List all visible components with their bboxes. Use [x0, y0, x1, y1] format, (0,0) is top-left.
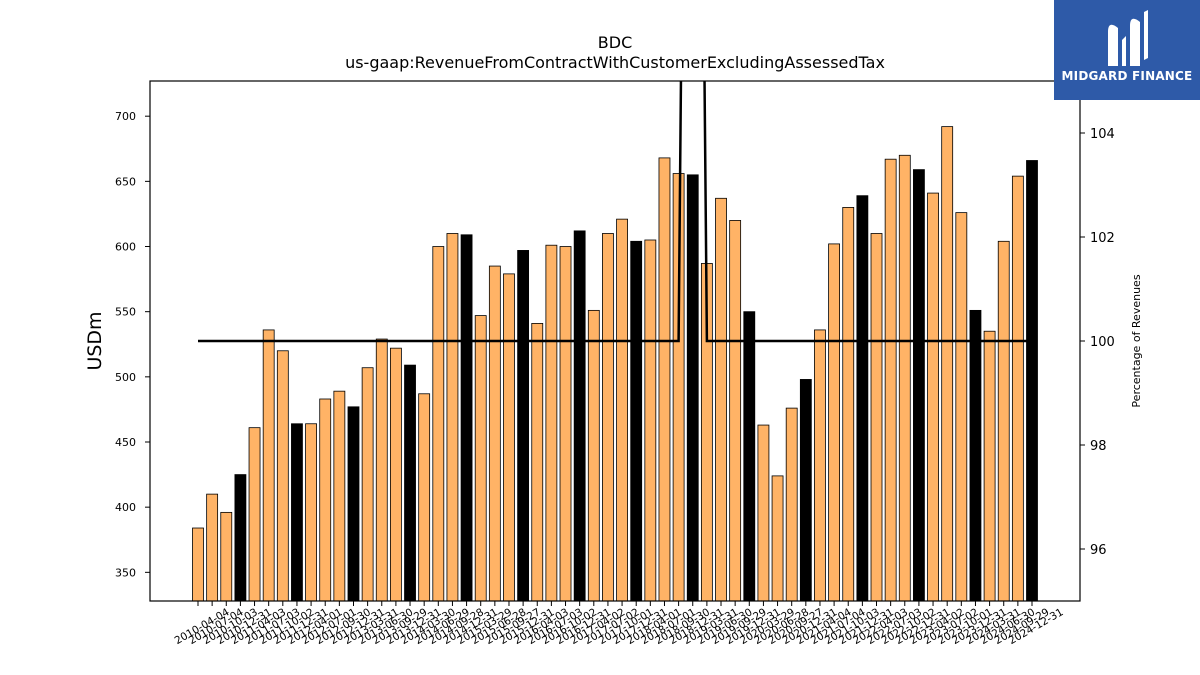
y-axis-label: USDm — [84, 311, 106, 370]
bar — [686, 174, 699, 602]
bar — [785, 407, 798, 602]
bar — [474, 315, 487, 602]
bar — [644, 239, 657, 602]
bar — [715, 197, 727, 602]
bar — [460, 234, 473, 602]
bar — [743, 311, 756, 602]
bar — [630, 240, 643, 602]
bar — [488, 265, 501, 602]
bar — [192, 527, 204, 602]
bar — [432, 246, 445, 602]
y-tick-label: 400 — [115, 501, 136, 514]
bar — [884, 158, 897, 602]
bar — [856, 195, 869, 602]
bar — [913, 169, 925, 602]
bars-layer — [192, 126, 1038, 602]
y2-tick-label: 100 — [1090, 335, 1115, 350]
chart-subtitle: us-gaap:RevenueFromContractWithCustomerE… — [345, 53, 885, 72]
bar — [503, 273, 515, 602]
bar — [291, 423, 303, 602]
bar — [545, 244, 558, 602]
bar — [375, 338, 388, 602]
y-tick-label: 350 — [115, 566, 136, 579]
bar — [616, 218, 628, 602]
bar — [870, 233, 883, 602]
bar — [517, 250, 530, 602]
y2-tick-label: 96 — [1090, 543, 1107, 558]
y-tick-label: 550 — [115, 306, 136, 319]
bar — [404, 364, 416, 602]
bar — [559, 246, 572, 602]
bar — [347, 406, 360, 602]
chart-title: BDC — [598, 33, 632, 52]
bar — [333, 390, 346, 602]
y-tick-label: 700 — [115, 110, 136, 123]
bar — [1011, 175, 1024, 602]
x-axis: 2010-04-042010-07-042010-10-032010-12-31… — [173, 601, 1066, 647]
bar — [389, 347, 402, 602]
bar — [799, 379, 812, 602]
bar — [234, 474, 247, 602]
bar — [418, 393, 431, 602]
percentage-line — [198, 81, 1032, 343]
bar — [969, 309, 982, 602]
bar — [276, 350, 289, 602]
bar — [955, 212, 968, 602]
bar — [997, 240, 1010, 602]
y2-tick-label: 104 — [1090, 127, 1115, 142]
bar — [262, 329, 275, 602]
bar — [941, 126, 954, 602]
bar — [814, 329, 826, 602]
bar — [573, 230, 586, 602]
bar — [319, 398, 332, 602]
bar — [898, 154, 911, 602]
bar — [248, 427, 261, 602]
bar — [305, 423, 317, 602]
bar — [757, 424, 770, 602]
y2-tick-label: 102 — [1090, 231, 1115, 246]
bar — [983, 330, 996, 602]
y-tick-label: 600 — [115, 241, 136, 254]
line-layer — [198, 81, 1032, 343]
midgard-finance-logo: MIDGARD FINANCE — [1054, 0, 1200, 100]
y-tick-label: 500 — [115, 371, 136, 384]
bar — [220, 511, 233, 602]
bar — [587, 309, 600, 602]
bar — [446, 233, 459, 602]
logo-mark-icon — [1108, 10, 1148, 66]
bar — [361, 367, 374, 602]
bar — [842, 207, 855, 602]
bar — [602, 233, 614, 602]
bar — [729, 220, 742, 602]
y2-axis-label: Percentage of Revenues — [1130, 274, 1143, 407]
logo-text: MIDGARD FINANCE — [1061, 69, 1193, 83]
bar — [658, 157, 671, 602]
bar — [531, 323, 544, 602]
y-tick-label: 650 — [115, 175, 136, 188]
y2-tick-label: 98 — [1090, 439, 1107, 454]
y-tick-label: 450 — [115, 436, 136, 449]
bar — [771, 475, 784, 602]
y-axis-right: 96 98 100 102 104 — [1080, 127, 1115, 558]
bar — [206, 493, 219, 602]
y-axis-left: 350 400 450 500 550 600 650 700 — [115, 110, 150, 579]
bar — [927, 192, 939, 602]
bar — [828, 243, 841, 602]
bar — [1026, 160, 1038, 602]
